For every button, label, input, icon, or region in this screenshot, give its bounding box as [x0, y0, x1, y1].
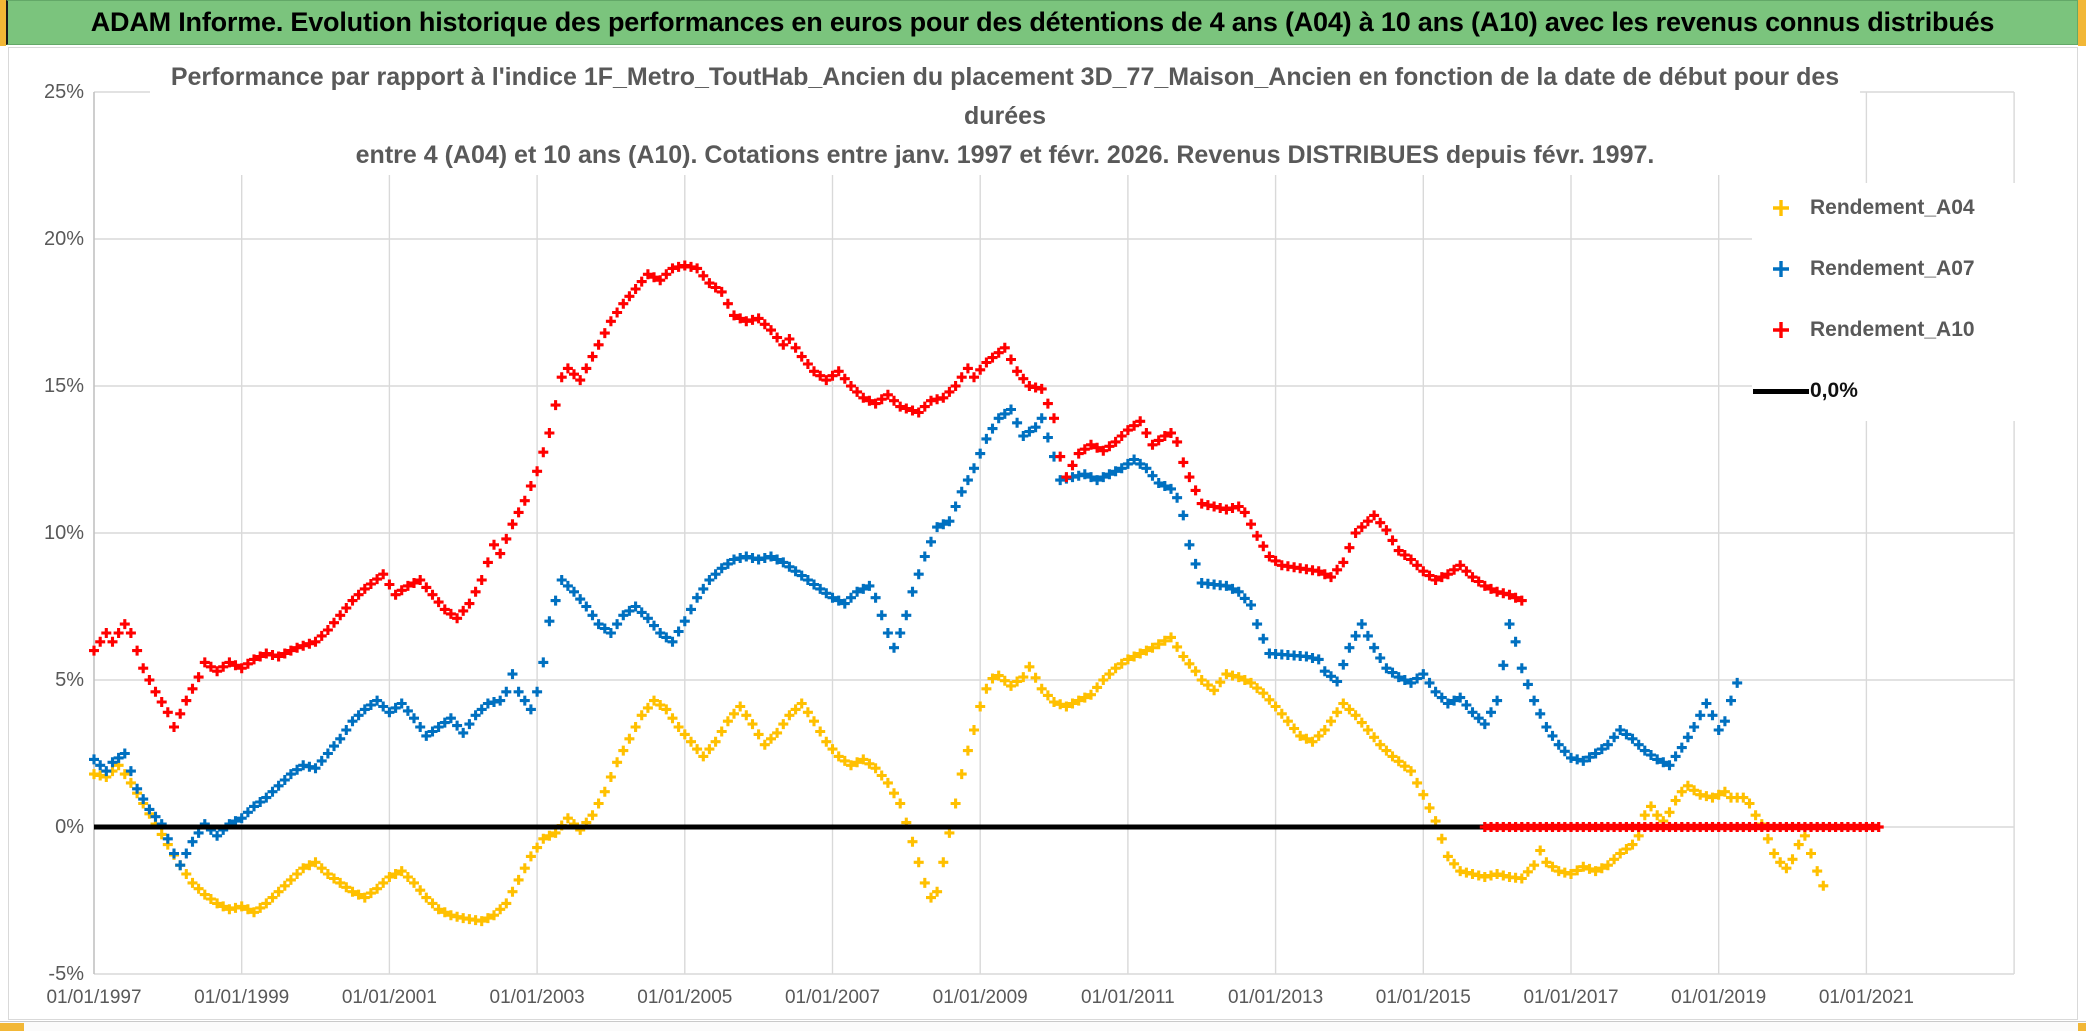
- chart-legend: Rendement_A04 Rendement_A07 Rendement_A10 0…: [1752, 183, 2044, 421]
- plus-marker-icon: [1752, 197, 1810, 219]
- plus-marker-icon: [1752, 319, 1810, 341]
- left-accent-stripe: [0, 0, 6, 46]
- x-axis-tick-label: 01/01/2007: [784, 987, 881, 1008]
- plus-marker-icon: [1752, 258, 1810, 280]
- x-axis-tick-label: 01/01/1999: [194, 987, 290, 1008]
- x-axis-tick-label: 01/01/2019: [1671, 987, 1767, 1008]
- legend-item-rendement-a10: Rendement_A10: [1752, 313, 2044, 347]
- banner: ADAM Informe. Evolution historique des p…: [6, 0, 2078, 45]
- y-axis-tick-label: 25%: [43, 81, 84, 103]
- x-axis-tick-label: 01/01/2021: [1818, 987, 1914, 1008]
- line-swatch-icon: [1752, 388, 1810, 394]
- y-axis-tick-label: 20%: [43, 228, 84, 250]
- bottom-right-accent: [2078, 1023, 2086, 1031]
- banner-title: ADAM Informe. Evolution historique des p…: [90, 7, 1995, 37]
- right-accent-stripe: [2078, 0, 2086, 46]
- legend-label: Rendement_A07: [1810, 257, 1975, 280]
- y-axis-tick-label: 0%: [55, 816, 84, 838]
- legend-item-0-0-: 0,0%: [1752, 374, 2044, 408]
- chart-title-line3: entre 4 (A04) et 10 ans (A10). Cotations…: [355, 141, 1655, 169]
- x-axis-tick-label: 01/01/2001: [341, 987, 437, 1008]
- x-axis-tick-label: 01/01/2013: [1228, 987, 1324, 1008]
- y-axis-tick-label: 10%: [43, 522, 84, 544]
- legend-item-rendement-a07: Rendement_A07: [1752, 252, 2044, 286]
- chart-title-line1: Performance par rapport à l'indice 1F_Me…: [170, 63, 1840, 91]
- x-axis-tick-label: 01/01/2011: [1081, 987, 1175, 1008]
- legend-item-rendement-a04: Rendement_A04: [1752, 191, 2044, 225]
- bottom-left-accent: [0, 1023, 24, 1031]
- y-axis-tick-label: 5%: [55, 669, 84, 691]
- legend-label: 0,0%: [1810, 379, 1858, 402]
- y-axis-tick-label: -5%: [48, 963, 84, 985]
- chart-title-line2: durées: [964, 102, 1046, 130]
- legend-label: Rendement_A04: [1810, 196, 1975, 219]
- chart-title: Performance par rapport à l'indice 1F_Me…: [150, 58, 1860, 175]
- x-axis-tick-label: 01/01/2015: [1375, 987, 1471, 1008]
- x-axis-tick-label: 01/01/2005: [637, 987, 733, 1008]
- y-axis-tick-label: 15%: [43, 375, 84, 397]
- x-axis-tick-label: 01/01/2003: [489, 987, 585, 1008]
- x-axis-tick-label: 01/01/1997: [46, 987, 142, 1008]
- legend-label: Rendement_A10: [1810, 318, 1975, 341]
- x-axis-tick-label: 01/01/2009: [932, 987, 1028, 1008]
- x-axis-tick-label: 01/01/2017: [1523, 987, 1619, 1008]
- bottom-strip: [0, 1021, 2086, 1031]
